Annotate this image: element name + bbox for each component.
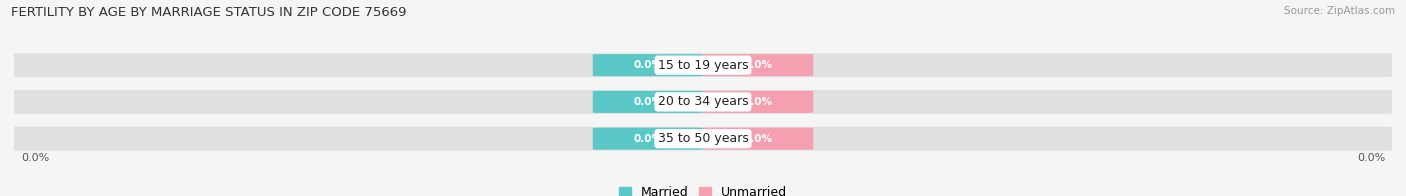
FancyBboxPatch shape [11,53,1395,77]
FancyBboxPatch shape [593,54,703,76]
Text: 0.0%: 0.0% [633,97,662,107]
Text: FERTILITY BY AGE BY MARRIAGE STATUS IN ZIP CODE 75669: FERTILITY BY AGE BY MARRIAGE STATUS IN Z… [11,6,406,19]
FancyBboxPatch shape [703,128,813,150]
FancyBboxPatch shape [11,90,1395,114]
Text: 0.0%: 0.0% [744,134,773,144]
Text: 20 to 34 years: 20 to 34 years [658,95,748,108]
Text: 0.0%: 0.0% [1357,153,1385,163]
FancyBboxPatch shape [11,127,1395,151]
Text: 0.0%: 0.0% [21,153,49,163]
FancyBboxPatch shape [593,91,703,113]
FancyBboxPatch shape [703,91,813,113]
Text: 0.0%: 0.0% [633,60,662,70]
Text: 0.0%: 0.0% [744,97,773,107]
Text: 0.0%: 0.0% [633,134,662,144]
Text: 15 to 19 years: 15 to 19 years [658,59,748,72]
FancyBboxPatch shape [593,128,703,150]
Text: 35 to 50 years: 35 to 50 years [658,132,748,145]
Text: 0.0%: 0.0% [744,60,773,70]
Text: Source: ZipAtlas.com: Source: ZipAtlas.com [1284,6,1395,16]
Legend: Married, Unmarried: Married, Unmarried [619,186,787,196]
FancyBboxPatch shape [703,54,813,76]
